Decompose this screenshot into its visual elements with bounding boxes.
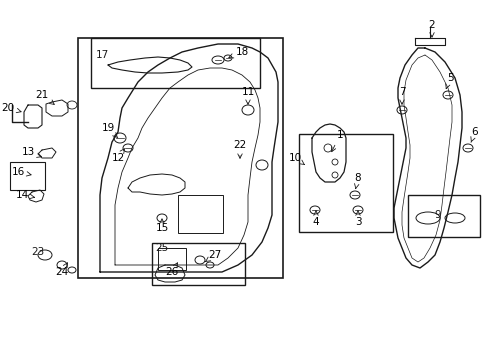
Text: 24: 24 xyxy=(55,263,68,277)
Text: 13: 13 xyxy=(21,147,41,157)
Text: 17: 17 xyxy=(95,50,108,60)
Text: 11: 11 xyxy=(241,87,254,104)
Text: 1: 1 xyxy=(331,130,343,152)
Text: 18: 18 xyxy=(228,47,248,58)
Text: 14: 14 xyxy=(15,190,35,200)
Text: 3: 3 xyxy=(354,211,361,227)
Text: 16: 16 xyxy=(11,167,31,177)
Text: 4: 4 xyxy=(312,211,319,227)
Bar xyxy=(91,38,260,88)
Text: 12: 12 xyxy=(111,149,124,163)
Text: 2: 2 xyxy=(428,20,434,37)
Bar xyxy=(298,134,392,232)
Text: 26: 26 xyxy=(165,263,178,277)
Bar xyxy=(407,195,479,237)
Text: 6: 6 xyxy=(470,127,477,142)
Bar xyxy=(152,243,244,285)
Bar xyxy=(178,195,223,233)
Text: 19: 19 xyxy=(101,123,118,138)
Text: 7: 7 xyxy=(398,87,405,104)
Text: 27: 27 xyxy=(205,250,221,262)
Text: 8: 8 xyxy=(354,173,361,189)
Text: 9: 9 xyxy=(434,210,440,220)
Text: 25: 25 xyxy=(155,243,168,253)
Text: 21: 21 xyxy=(35,90,54,104)
Text: 5: 5 xyxy=(445,73,452,89)
Bar xyxy=(10,162,45,190)
Text: 15: 15 xyxy=(155,219,168,233)
Text: 22: 22 xyxy=(233,140,246,158)
Bar xyxy=(158,248,185,270)
Text: 20: 20 xyxy=(1,103,21,113)
Bar xyxy=(78,38,283,278)
Text: 10: 10 xyxy=(288,153,304,165)
Text: 23: 23 xyxy=(31,247,44,257)
